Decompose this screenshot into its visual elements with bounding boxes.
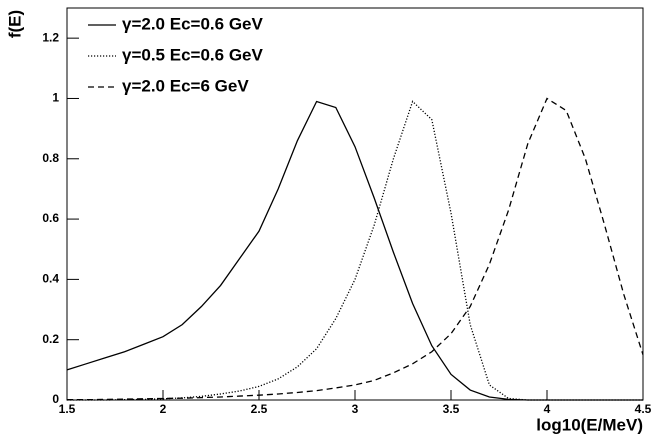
- y-tick-label: 0: [52, 392, 59, 406]
- series-line: [66, 100, 643, 401]
- x-tick-label: 1.5: [59, 402, 76, 416]
- legend-label: γ=2.0 Ec=6 GeV: [122, 76, 249, 95]
- y-axis-label: f(E): [5, 10, 24, 38]
- y-tick-label: 0.2: [42, 332, 59, 346]
- x-tick-label: 2: [160, 402, 167, 416]
- y-tick-label: 0.4: [42, 272, 59, 286]
- y-tick-label: 1.2: [42, 30, 59, 44]
- x-tick-label: 3.5: [443, 402, 460, 416]
- x-tick-label: 4: [544, 402, 551, 416]
- y-tick-label: 0.6: [42, 211, 59, 225]
- y-tick-label: 0.8: [42, 151, 59, 165]
- legend-label: γ=0.5 Ec=0.6 GeV: [122, 45, 263, 64]
- series-line: [67, 100, 643, 401]
- x-tick-label: 2.5: [251, 402, 268, 416]
- plot-frame: [66, 7, 644, 401]
- x-tick-label: 4.5: [635, 402, 652, 416]
- y-tick-label: 1: [52, 91, 59, 105]
- x-axis-label: log10(E/MeV): [536, 415, 643, 434]
- legend-label: γ=2.0 Ec=0.6 GeV: [122, 14, 263, 33]
- series-line: [67, 97, 644, 401]
- x-tick-label: 3: [352, 402, 359, 416]
